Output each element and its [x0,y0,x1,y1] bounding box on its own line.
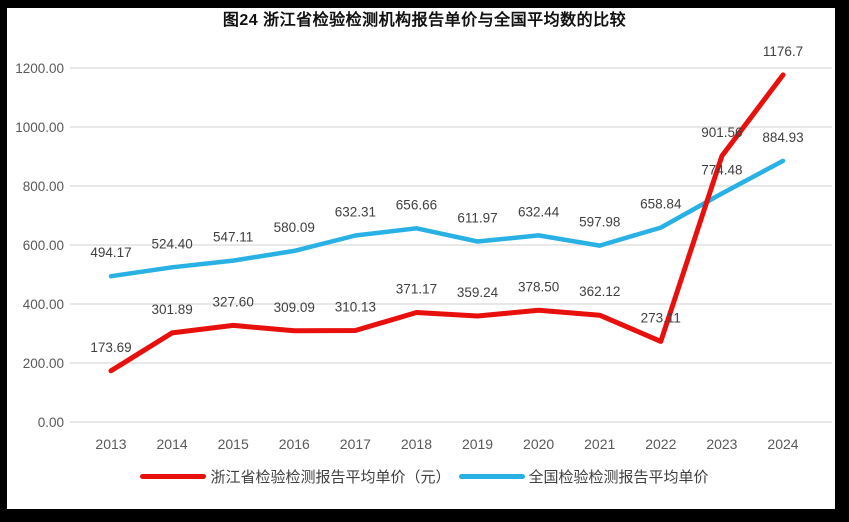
data-label: 371.17 [396,282,437,297]
data-label: 658.84 [640,197,682,212]
x-tick-label: 2023 [706,436,737,452]
chart-panel [7,8,835,509]
data-label: 580.09 [274,220,315,235]
x-tick-label: 2014 [157,436,188,452]
data-label: 359.24 [457,285,499,300]
y-tick-label: 400.00 [23,297,64,312]
data-label: 273.11 [641,310,681,325]
data-label: 173.69 [90,340,131,355]
zhejiang-line-swatch [140,474,207,479]
legend-label-national: 全国检验检测报告平均单价 [528,469,709,486]
data-label: 901.56 [701,125,742,140]
chart-legend: 浙江省检验检测报告平均单价（元） 全国检验检测报告平均单价 [0,466,849,487]
x-tick-label: 2024 [767,436,798,452]
data-label: 378.50 [518,279,559,294]
data-label: 301.89 [151,302,192,317]
data-label: 1176.7 [763,44,803,59]
data-label: 309.09 [274,300,315,315]
series-line-zhejiang [108,72,786,374]
y-tick-label: 800.00 [23,179,64,194]
y-tick-label: 200.00 [23,356,64,371]
y-tick-label: 1200.00 [15,61,64,76]
legend-item-zhejiang[interactable]: 浙江省检验检测报告平均单价（元） [140,466,451,487]
y-tick-label: 1000.00 [15,120,64,135]
data-label: 632.44 [518,204,560,219]
data-label: 632.31 [335,204,376,219]
y-tick-label: 0.00 [38,415,64,430]
national-line-swatch [458,474,525,479]
x-tick-label: 2018 [401,436,432,452]
data-label: 524.40 [151,236,192,251]
x-tick-label: 2016 [279,436,310,452]
data-label: 597.98 [579,215,620,230]
legend-item-national[interactable]: 全国检验检测报告平均单价 [458,466,709,487]
data-label: 656.66 [396,197,437,212]
data-label: 884.93 [762,130,803,145]
data-label: 327.60 [213,294,254,309]
x-tick-label: 2022 [645,436,676,452]
x-tick-label: 2019 [462,436,493,452]
x-tick-label: 2015 [218,436,249,452]
data-label: 310.13 [335,300,376,315]
y-tick-label: 600.00 [23,238,64,253]
x-tick-label: 2013 [95,436,126,452]
legend-label-zhejiang: 浙江省检验检测报告平均单价（元） [210,469,451,486]
x-tick-label: 2020 [523,436,554,452]
x-tick-label: 2017 [340,436,371,452]
data-label: 494.17 [90,245,131,260]
data-label: 362.12 [579,284,620,299]
x-tick-label: 2021 [584,436,615,452]
data-label: 611.97 [457,210,497,225]
data-label: 774.48 [701,163,742,178]
data-label: 547.11 [213,230,253,245]
chart-title: 图24 浙江省检验检测机构报告单价与全国平均数的比较 [222,12,627,29]
series-line-national [108,158,786,279]
